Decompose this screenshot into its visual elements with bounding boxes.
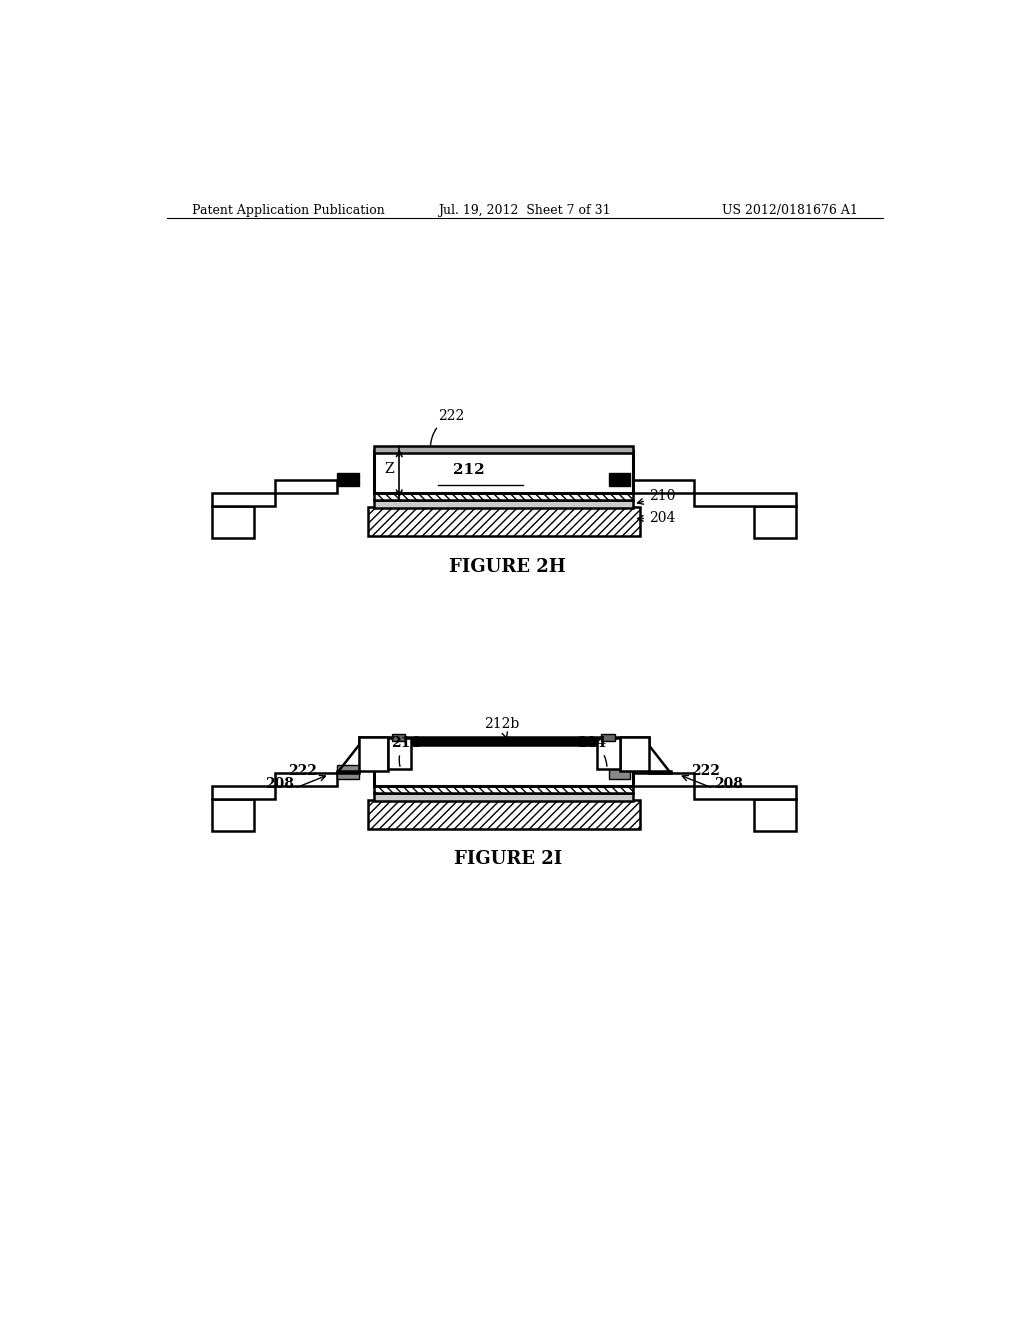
- Text: FIGURE 2I: FIGURE 2I: [454, 850, 562, 869]
- Polygon shape: [693, 785, 796, 799]
- Text: Jul. 19, 2012  Sheet 7 of 31: Jul. 19, 2012 Sheet 7 of 31: [438, 205, 611, 218]
- Text: 212: 212: [454, 463, 484, 478]
- Text: 222: 222: [430, 409, 464, 446]
- Bar: [359, 738, 649, 744]
- Bar: [375, 793, 633, 800]
- Bar: [597, 738, 621, 770]
- Bar: [375, 494, 633, 500]
- Bar: [375, 785, 633, 793]
- Bar: [388, 738, 411, 770]
- Text: 214: 214: [391, 737, 421, 767]
- Polygon shape: [755, 507, 796, 539]
- Polygon shape: [755, 799, 796, 830]
- Polygon shape: [275, 774, 337, 785]
- Text: Patent Application Publication: Patent Application Publication: [191, 205, 384, 218]
- Bar: [608, 473, 630, 487]
- Polygon shape: [212, 799, 254, 830]
- Bar: [375, 446, 633, 453]
- Text: FIGURE 2H: FIGURE 2H: [450, 557, 566, 576]
- Polygon shape: [212, 785, 275, 799]
- Polygon shape: [630, 774, 693, 785]
- Text: US 2012/0181676 A1: US 2012/0181676 A1: [722, 205, 858, 218]
- Text: 210: 210: [638, 490, 675, 504]
- Polygon shape: [337, 738, 388, 774]
- Polygon shape: [275, 480, 337, 494]
- Polygon shape: [212, 507, 254, 539]
- Bar: [337, 766, 359, 779]
- Text: 204: 204: [638, 511, 675, 525]
- Text: 212b: 212b: [484, 717, 520, 738]
- Text: 208: 208: [714, 776, 743, 791]
- Bar: [391, 734, 406, 741]
- Bar: [375, 451, 633, 494]
- Polygon shape: [630, 480, 693, 494]
- Text: 222: 222: [691, 763, 720, 777]
- Polygon shape: [693, 494, 796, 507]
- Text: 214: 214: [578, 737, 607, 766]
- Bar: [608, 766, 630, 779]
- Bar: [375, 500, 633, 508]
- Text: 222: 222: [288, 763, 316, 777]
- Text: Z: Z: [384, 462, 394, 475]
- Polygon shape: [621, 738, 671, 774]
- Bar: [369, 507, 640, 536]
- Bar: [601, 734, 614, 741]
- Bar: [337, 473, 359, 487]
- Text: 208: 208: [264, 776, 294, 791]
- Polygon shape: [212, 494, 275, 507]
- Bar: [369, 800, 640, 829]
- Bar: [375, 743, 633, 785]
